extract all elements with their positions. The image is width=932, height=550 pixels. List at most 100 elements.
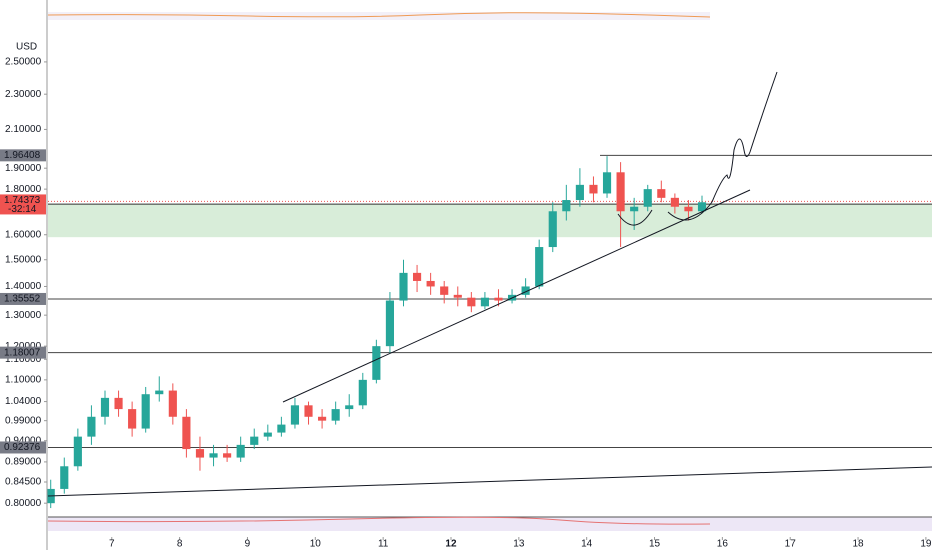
axis-background — [0, 0, 46, 550]
level-box — [0, 441, 46, 454]
y-tick-label: 1.60000 — [5, 229, 42, 240]
candle-body — [60, 466, 69, 489]
candle-body — [548, 211, 557, 248]
candle-body — [155, 390, 164, 395]
arc — [617, 209, 653, 226]
x-tick-label: 14 — [581, 539, 593, 550]
candle-body — [277, 424, 286, 433]
candle-body — [494, 297, 503, 301]
x-tick-label: 10 — [310, 539, 322, 550]
candle-body — [304, 405, 313, 417]
candle-body — [399, 272, 408, 301]
y-tick-label: 1.20000 — [5, 341, 42, 352]
candle-body — [263, 432, 272, 437]
level-label: 1.18007 — [4, 347, 41, 358]
y-tick-label: 1.10000 — [5, 374, 42, 385]
y-tick-label: 1.40000 — [5, 281, 42, 292]
x-tick-label: 16 — [717, 539, 729, 550]
candle-body — [331, 409, 340, 421]
arc — [667, 201, 713, 221]
y-tick-label: 0.80000 — [5, 498, 42, 509]
last-price-label: 1.74373 — [4, 195, 41, 206]
y-tick-label: 2.10000 — [5, 124, 42, 135]
level-label: 1.35552 — [4, 294, 41, 305]
x-tick-label: 17 — [785, 539, 797, 550]
y-tick-label: 1.80000 — [5, 184, 42, 195]
candle-body — [643, 189, 652, 207]
candle-body — [87, 416, 96, 437]
x-tick-label: 19 — [920, 539, 932, 550]
candle-body — [412, 272, 422, 281]
candle-body — [195, 449, 205, 458]
zone — [48, 204, 932, 238]
candle-body — [535, 247, 544, 287]
candle-body — [616, 172, 625, 212]
y-tick-label: 1.16000 — [5, 354, 42, 365]
candle-body — [684, 206, 693, 212]
candle-body — [250, 436, 259, 445]
candle-body — [209, 453, 218, 458]
candle-body — [114, 397, 123, 410]
x-tick-label: 11 — [378, 539, 389, 550]
last-price-box — [0, 194, 46, 215]
candle-body — [141, 394, 150, 429]
candle-body — [670, 197, 679, 207]
x-tick-label: 8 — [177, 539, 183, 550]
candle-body — [385, 300, 395, 347]
trend-line — [47, 466, 932, 497]
candle-body — [589, 184, 598, 194]
candle-body — [128, 409, 137, 429]
y-tick-label: 0.99000 — [5, 415, 42, 426]
y-tick-label: 0.84500 — [5, 477, 42, 488]
rsi-line — [47, 516, 711, 525]
candle-body — [521, 286, 530, 295]
candle-body — [100, 397, 110, 417]
top-panel-line — [47, 12, 711, 18]
candle-body — [182, 416, 191, 450]
x-tick-label: 13 — [513, 539, 525, 550]
y-tick-label: 1.04000 — [5, 396, 42, 407]
candle-body — [236, 444, 245, 458]
candle-body — [73, 436, 82, 467]
candle-body — [602, 172, 612, 194]
candle-body — [453, 294, 462, 298]
candle-body — [223, 453, 232, 458]
candle-body — [290, 405, 300, 425]
level-label: 1.96408 — [4, 150, 41, 161]
candle-body — [168, 390, 177, 417]
x-tick-label: 7 — [109, 539, 115, 550]
candle-body — [426, 280, 435, 287]
candle-body — [345, 405, 354, 410]
x-tick-label: 15 — [649, 539, 661, 550]
candle-body — [318, 416, 327, 421]
y-tick-label: 0.94000 — [5, 435, 42, 446]
y-tick-label: 2.30000 — [5, 89, 42, 100]
currency: USD — [16, 42, 37, 53]
level-box — [0, 149, 46, 162]
level-label: 0.92376 — [4, 442, 41, 453]
y-tick-label: 2.50000 — [5, 57, 42, 68]
rsi-band — [48, 517, 932, 531]
candle-body — [440, 286, 449, 295]
candle-body — [562, 200, 571, 212]
candle-body — [480, 297, 489, 307]
x-tick-label: 12 — [445, 539, 457, 550]
candle-body — [372, 346, 381, 380]
y-tick-label: 1.30000 — [5, 310, 42, 321]
y-tick-label: 0.89000 — [5, 457, 42, 468]
countdown: -32:14 — [8, 204, 37, 215]
level-box — [0, 292, 46, 305]
projection-arrow — [711, 71, 778, 203]
y-tick-label: 1.90000 — [5, 163, 42, 174]
x-tick-label: 18 — [852, 539, 864, 550]
y-tick-label: 1.50000 — [5, 254, 42, 265]
level-box — [0, 346, 46, 359]
trend-line — [282, 189, 751, 403]
candle-body — [697, 202, 707, 212]
candle-body — [630, 206, 639, 212]
x-tick-label: 9 — [245, 539, 251, 550]
candle-body — [575, 184, 584, 201]
